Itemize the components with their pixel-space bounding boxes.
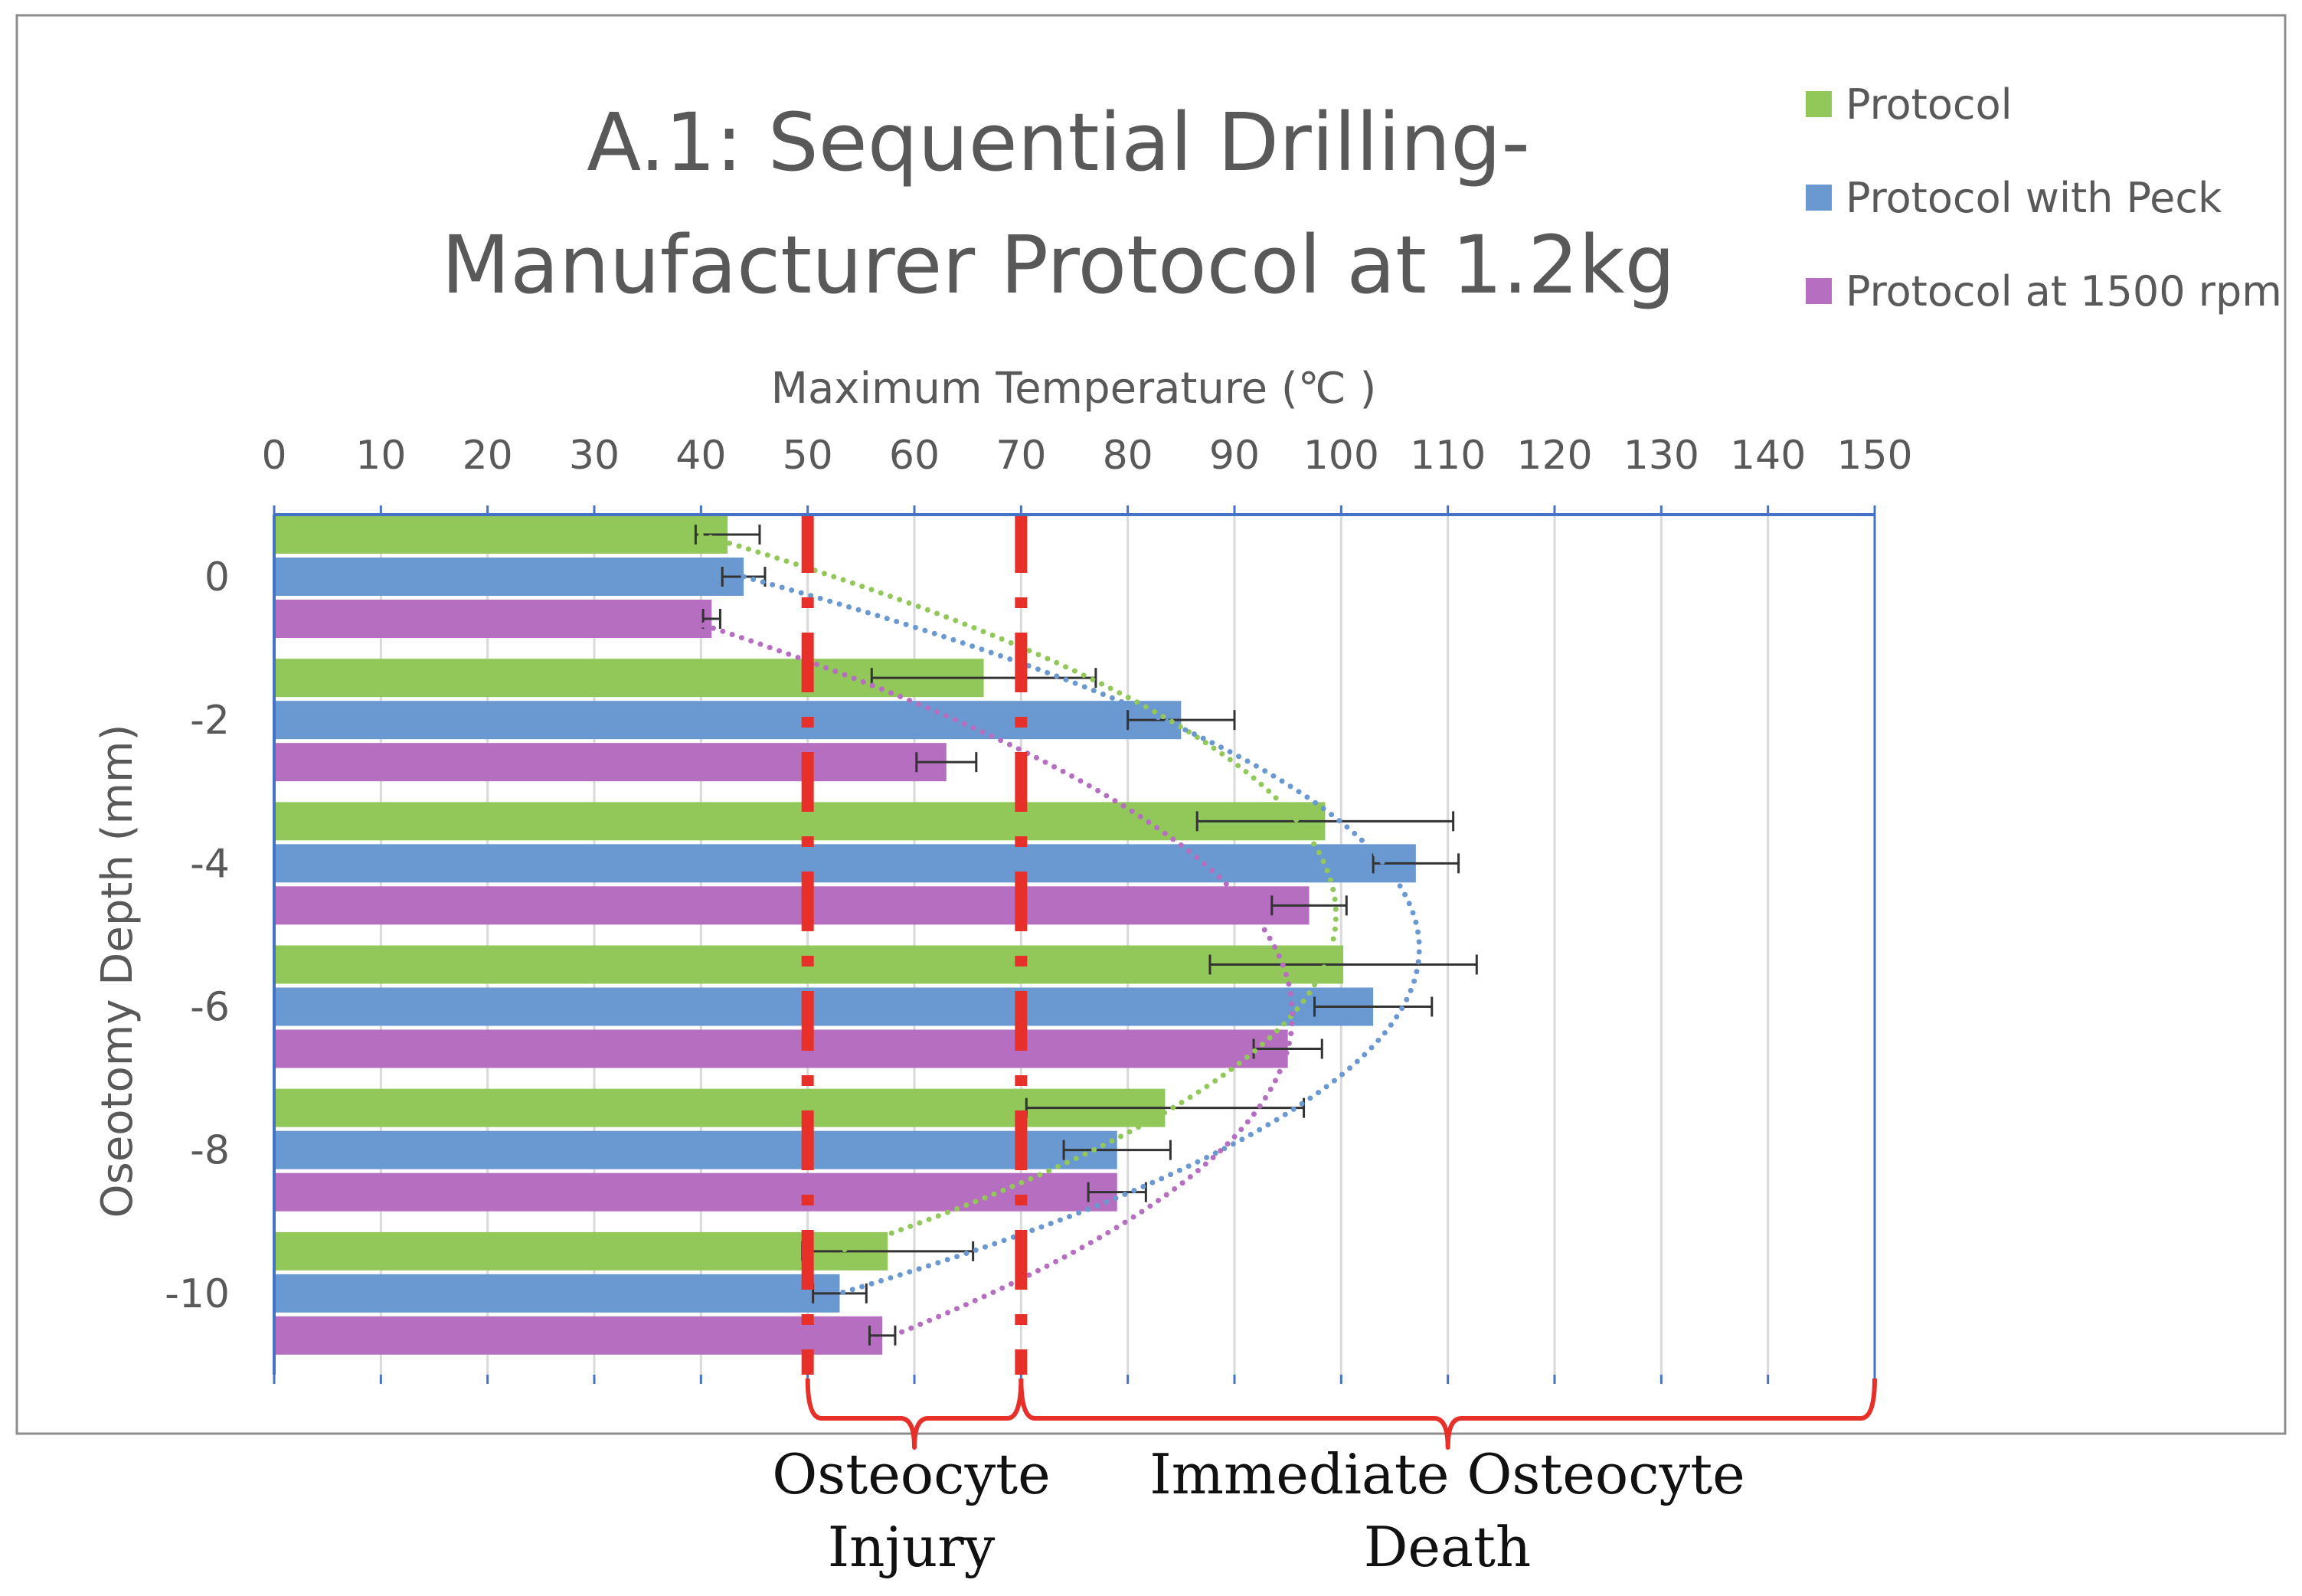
- bar: [274, 886, 1310, 925]
- bar: [274, 701, 1182, 740]
- x-axis-title: Maximum Temperature (℃ ): [771, 364, 1377, 414]
- annotation-label: Injury: [828, 1515, 996, 1579]
- bar: [274, 743, 947, 782]
- x-tick-label: 0: [261, 433, 286, 479]
- annotation-label: Osteocyte: [772, 1442, 1050, 1506]
- x-tick-label: 20: [463, 433, 513, 479]
- trendline: [741, 574, 1422, 1297]
- y-tick-label: -6: [190, 985, 230, 1031]
- trendline: [698, 531, 1339, 1254]
- reference-lines: [801, 513, 1028, 1375]
- y-axis-ticks: 0 -2 -4 -6 -8 -10: [165, 554, 230, 1317]
- chart-title-line-2: Manufacturer Protocol at 1.2kg: [441, 218, 1675, 312]
- x-tick-label: 10: [355, 433, 406, 479]
- bar: [274, 515, 728, 554]
- chart-title-line-1: A.1: Sequential Drilling-: [587, 96, 1530, 189]
- legend-label: Protocol: [1846, 80, 2013, 129]
- annotation-brace: [805, 1378, 1024, 1450]
- bar: [274, 1274, 840, 1313]
- annotation-label: Death: [1364, 1515, 1532, 1579]
- bars: [274, 515, 1416, 1355]
- bar: [274, 1130, 1117, 1169]
- bar: [274, 600, 712, 638]
- legend-label: Protocol with Peck: [1846, 174, 2222, 222]
- trendlines: [682, 531, 1422, 1339]
- bar: [274, 558, 744, 596]
- legend-label: Protocol at 1500 rpm: [1846, 267, 2282, 316]
- x-tick-label: 140: [1730, 433, 1806, 479]
- x-tick-label: 120: [1516, 433, 1592, 479]
- gridlines: [379, 515, 1876, 1375]
- bar: [274, 987, 1374, 1026]
- bar: [274, 844, 1416, 883]
- y-tick-label: 0: [204, 554, 230, 600]
- y-tick-label: -10: [165, 1271, 230, 1317]
- x-tick-label: 60: [889, 433, 940, 479]
- x-tick-label: 40: [675, 433, 726, 479]
- annotation-brace: [1019, 1378, 1877, 1450]
- bar: [274, 1029, 1288, 1068]
- legend-swatch: [1806, 91, 1832, 117]
- x-axis-ticks: 0 10 20 30 40 50 60 70 80 90 100 110 120 130 140 150: [261, 433, 1912, 479]
- x-tick-label: 50: [783, 433, 833, 479]
- x-tick-label: 110: [1410, 433, 1486, 479]
- x-tick-label: 70: [996, 433, 1046, 479]
- error-bars: [694, 525, 1478, 1346]
- annotation-label: Immediate Osteocyte: [1149, 1442, 1744, 1506]
- legend: Protocol Protocol with Peck Protocol at 15…: [1806, 80, 2282, 316]
- x-tick-label: 100: [1303, 433, 1379, 479]
- bar: [274, 1231, 888, 1271]
- y-tick-label: -2: [190, 698, 230, 744]
- x-tick-label: 80: [1103, 433, 1153, 479]
- bar: [274, 659, 984, 698]
- y-tick-label: -8: [190, 1128, 230, 1174]
- bar: [274, 1172, 1117, 1212]
- y-axis-title: Oseotomy Depth (mm): [93, 724, 142, 1218]
- axes: [273, 505, 1876, 1384]
- x-tick-label: 30: [569, 433, 620, 479]
- annotations: Osteocyte Injury Immediate Osteocyte Death: [772, 1378, 1877, 1579]
- trendline: [682, 616, 1296, 1339]
- x-tick-label: 90: [1209, 433, 1260, 479]
- x-tick-label: 130: [1623, 433, 1699, 479]
- y-tick-label: -4: [190, 841, 230, 887]
- bar: [274, 1316, 883, 1355]
- legend-swatch: [1806, 278, 1832, 304]
- bar: [274, 802, 1326, 841]
- legend-swatch: [1806, 185, 1832, 211]
- x-tick-label: 150: [1836, 433, 1912, 479]
